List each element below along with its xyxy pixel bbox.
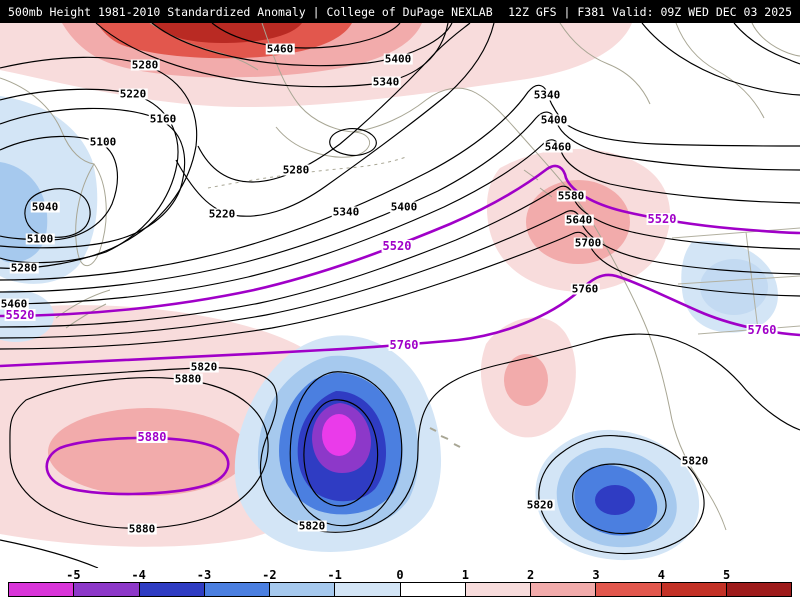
mackenzie-coast	[675, 22, 765, 119]
colorbar-cell	[335, 583, 401, 596]
yukon-coast	[559, 22, 651, 105]
model-run-info: 12Z GFS | F381 Valid: 09Z WED DEC 03 202…	[508, 4, 792, 19]
colorbar: -5 -4 -3 -2 -1 0 1 2 3 4 5	[0, 568, 800, 600]
colorbar-cell	[726, 583, 791, 596]
colorbar-tick: 2	[527, 568, 535, 582]
colorbar-cell	[465, 583, 531, 596]
colorbar-ticks: -5 -4 -3 -2 -1 0 1 2 3 4 5	[8, 568, 792, 582]
colorbar-tick: -3	[196, 568, 212, 582]
colorbar-cell	[204, 583, 270, 596]
colorbar-cell	[9, 583, 75, 596]
colorbar-tick: -5	[66, 568, 81, 582]
state-borders	[671, 227, 800, 335]
contour-5760-highlight	[0, 273, 800, 368]
hawaii-islands	[429, 427, 461, 448]
colorbar-cell	[270, 583, 336, 596]
colorbar-tick: 0	[396, 568, 404, 582]
colorbar-cell	[661, 583, 727, 596]
colorbar-cell	[139, 583, 205, 596]
siberia-coast	[0, 77, 95, 165]
colorbar-tick: 1	[461, 568, 469, 582]
arctic-islands	[751, 22, 800, 57]
colorbar-tick: 5	[723, 568, 731, 582]
colorbar-tick: -4	[131, 568, 146, 582]
title-bar: 500mb Height 1981-2010 Standardized Anom…	[0, 0, 800, 23]
colorbar-tick: 3	[592, 568, 600, 582]
colorbar-cells	[8, 582, 792, 597]
alaska-coast	[261, 22, 370, 158]
kamchatka-coast	[75, 163, 107, 266]
colorbar-cell	[400, 583, 466, 596]
colorbar-tick: -2	[262, 568, 277, 582]
colorbar-cell	[74, 583, 140, 596]
north-america-coast	[353, 87, 727, 531]
aleutian-islands	[207, 156, 407, 189]
colorbar-cell	[596, 583, 662, 596]
map-title: 500mb Height 1981-2010 Standardized Anom…	[8, 4, 493, 19]
contour-5520-highlight	[0, 164, 800, 318]
colorbar-tick: 4	[657, 568, 665, 582]
colorbar-tick: -1	[327, 568, 342, 582]
colorbar-cell	[531, 583, 597, 596]
anomaly-shading	[0, 23, 778, 561]
